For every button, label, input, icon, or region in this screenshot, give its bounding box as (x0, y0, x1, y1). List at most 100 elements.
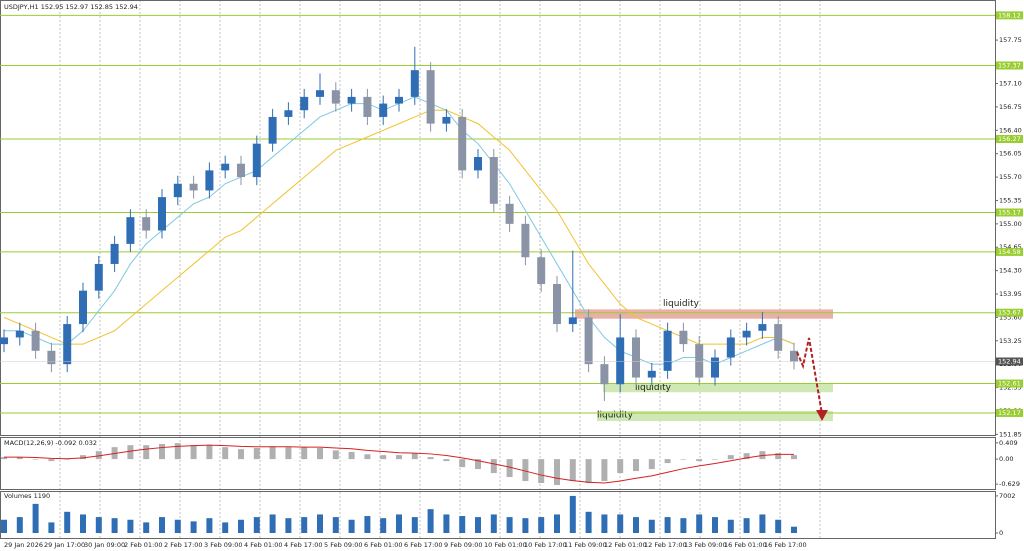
candle-body (442, 116, 451, 124)
macd-bar (238, 449, 244, 460)
liquidity-zone (597, 410, 833, 421)
volume-bar (16, 517, 23, 533)
macd-bar (364, 454, 371, 460)
volume-bar (190, 521, 197, 533)
y-tick-label: 153.25 (999, 337, 1022, 345)
candle-body (205, 170, 214, 191)
candle-body (568, 317, 577, 325)
volume-bar (111, 518, 118, 533)
forecast-arrowhead (816, 410, 828, 421)
volume-bar (680, 518, 687, 533)
level-label: 156.27 (998, 135, 1021, 143)
candle-body (252, 143, 261, 178)
macd-bar (396, 455, 402, 460)
level-tag (996, 134, 1023, 143)
x-tick-label: 12 Feb 01:00 (604, 541, 647, 549)
macd-title: MACD(12,26,9) -0.092 0.032 (4, 439, 97, 447)
macd-bar (443, 459, 450, 462)
level-label: 155.17 (998, 208, 1021, 216)
current-price-tag (996, 357, 1023, 366)
macd-bar (775, 453, 782, 460)
candle-body (742, 330, 751, 338)
candle-body (0, 337, 8, 345)
candle-body (695, 344, 704, 378)
macd-bar (222, 447, 229, 460)
candle-body (300, 96, 309, 111)
zone-label: liquidity (597, 410, 634, 420)
level-tag (996, 208, 1023, 217)
x-tick-label: 4 Feb 01:00 (244, 541, 283, 549)
volume-bar (238, 519, 244, 533)
macd-bar (791, 455, 797, 460)
volume-bar (95, 517, 102, 533)
volume-bar (301, 517, 308, 533)
macd-bar (522, 459, 529, 482)
candle-body (31, 330, 40, 351)
candle-body (221, 163, 230, 171)
macd-bar (538, 459, 545, 484)
level-label: 154.58 (998, 248, 1021, 256)
x-tick-label: 12 Feb 17:00 (644, 541, 687, 549)
level-tag (996, 308, 1023, 317)
volume-bar (664, 517, 671, 533)
level-label: 158.12 (998, 11, 1021, 19)
candle-body (505, 203, 514, 224)
volume-bar (143, 522, 150, 533)
candle-body (458, 116, 467, 171)
candle-body (663, 330, 672, 371)
x-tick-label: 6 Feb 17:00 (404, 541, 443, 549)
candle-body (711, 357, 719, 378)
y-tick-label: 155.35 (999, 196, 1022, 204)
volume-bar (174, 519, 181, 533)
x-tick-label: 6 Feb 01:00 (364, 541, 403, 549)
macd-bar (712, 459, 718, 460)
macd-bar (48, 459, 55, 462)
candle-body (126, 217, 135, 244)
macd-bar (348, 451, 355, 460)
volume-bar (380, 518, 387, 533)
macd-bar (427, 457, 434, 460)
macd-bar (380, 455, 387, 460)
macd-bar (174, 443, 181, 460)
candle-body (316, 90, 324, 97)
candle-body (489, 157, 498, 204)
volume-bar (222, 522, 229, 533)
candle-body (410, 70, 419, 97)
candle-body (331, 90, 340, 104)
x-tick-label: 13 Feb 09:00 (684, 541, 727, 549)
x-tick-label: 9 Feb 09:00 (444, 541, 483, 549)
macd-bar (285, 447, 292, 460)
volume-bar (601, 514, 608, 533)
macd-bar (617, 459, 624, 474)
volume-bar (490, 514, 497, 533)
volume-bar (48, 522, 55, 533)
y-tick-label: 151.85 (999, 430, 1022, 438)
volume-bar (317, 514, 323, 533)
x-tick-label: 29 Jan 17:00 (44, 541, 85, 549)
macd-bar (664, 459, 671, 464)
macd-bar (317, 447, 323, 460)
macd-bar (506, 459, 513, 478)
macd-bar (696, 459, 703, 462)
time-grid (59, 0, 821, 539)
volume-bar (427, 509, 434, 533)
macd-bar (206, 445, 213, 460)
candle-body (758, 324, 767, 331)
volume-bar (459, 516, 466, 533)
chart-title: USDJPY,H1 152.95 152.97 152.85 152.94 (4, 3, 138, 11)
y-tick-label: 154.30 (999, 267, 1022, 275)
volume-bar (332, 517, 339, 533)
forecast-arrow (796, 337, 823, 415)
macd-panel (0, 437, 996, 490)
x-tick-label: 29 Jan 2026 (4, 541, 43, 549)
y-tick-label: 153.60 (999, 313, 1022, 321)
candle-body (363, 96, 372, 117)
macd-bar (727, 455, 734, 460)
macd-bar (253, 447, 260, 460)
candle-body (142, 217, 151, 231)
candle-body (268, 116, 277, 144)
candle-body (395, 96, 403, 104)
candle-body (632, 337, 640, 378)
candle-body (647, 370, 656, 378)
x-tick-label: 11 Feb 09:00 (564, 541, 607, 549)
